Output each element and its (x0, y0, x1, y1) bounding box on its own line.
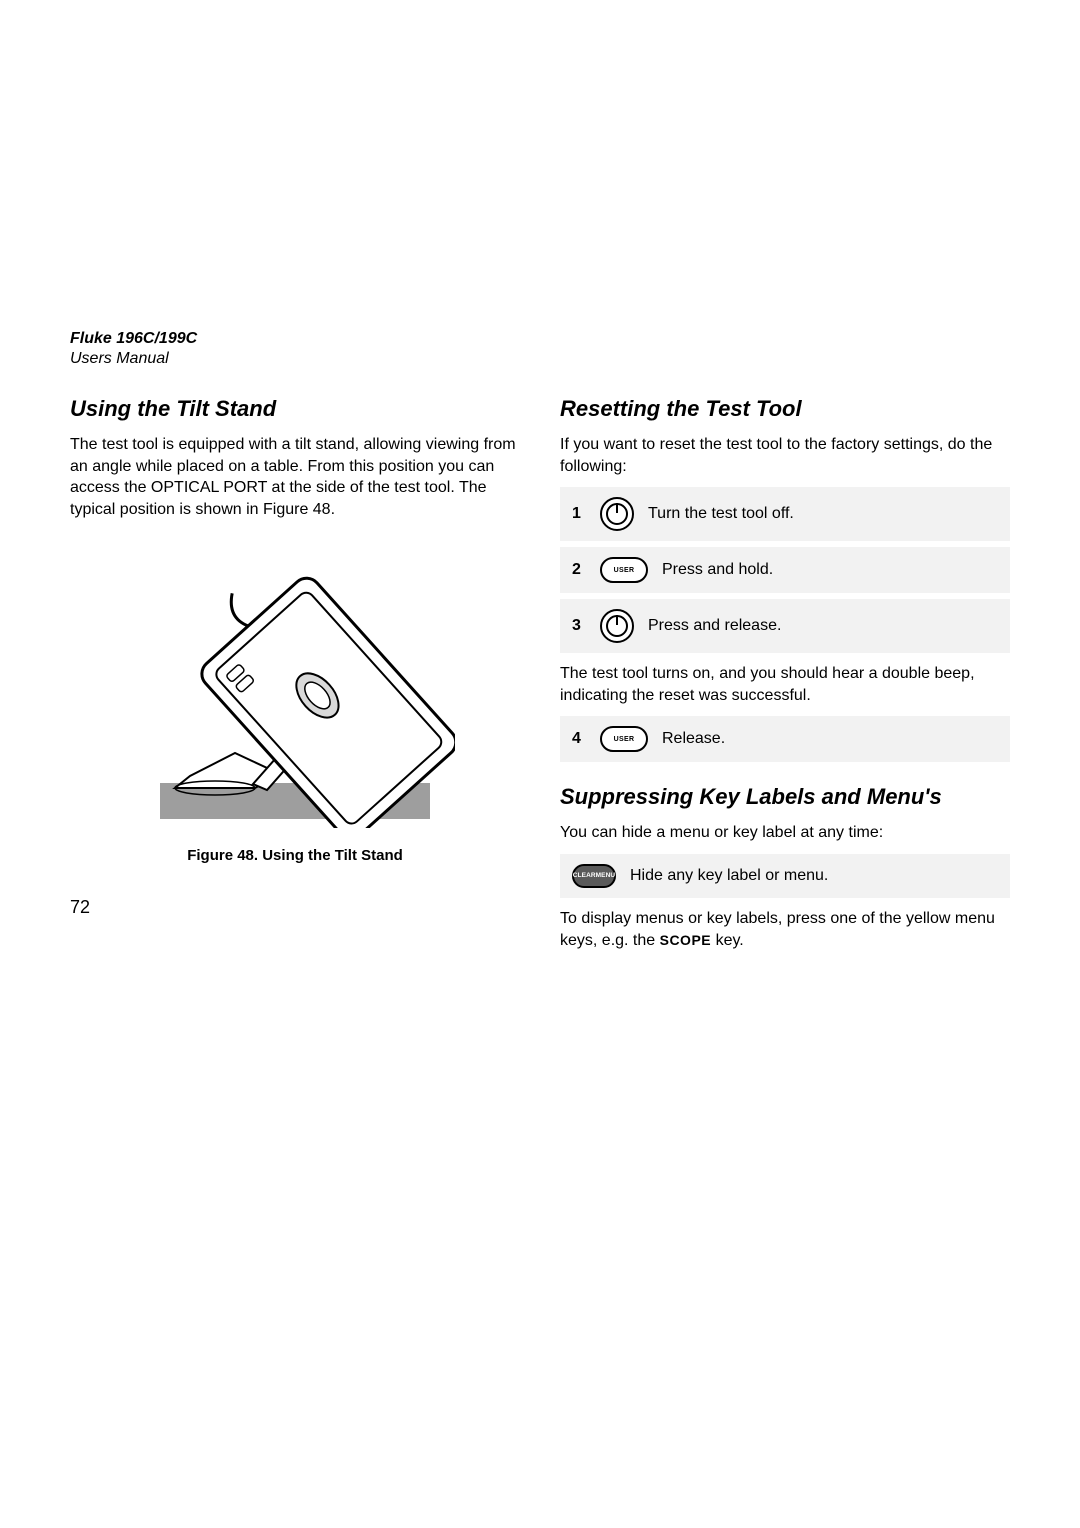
clear-label-top: CLEAR (573, 873, 596, 880)
step-2: 2 USER Press and hold. (560, 547, 1010, 593)
step-number: 1 (572, 505, 586, 523)
heading-tilt-stand: Using the Tilt Stand (70, 396, 520, 422)
manual-page: Fluke 196C/199C Users Manual Using the T… (0, 0, 1080, 1528)
reset-steps: 1 Turn the test tool off. 2 USER Press a… (560, 487, 1010, 653)
para-suppress: You can hide a menu or key label at any … (560, 822, 1010, 844)
clear-menu-row: CLEAR MENU Hide any key label or menu. (560, 854, 1010, 898)
para-reset-intro: If you want to reset the test tool to th… (560, 434, 1010, 477)
step-4: 4 USER Release. (560, 716, 1010, 762)
step-number: 2 (572, 561, 586, 579)
step-1: 1 Turn the test tool off. (560, 487, 1010, 541)
step-text: Release. (662, 730, 725, 748)
outro-a: To display menus or key labels, press on… (560, 910, 995, 949)
right-column: Resetting the Test Tool If you want to r… (560, 396, 1010, 961)
power-button-icon (600, 497, 634, 531)
outro-b: key. (711, 932, 744, 949)
figure-48: Figure 48. Using the Tilt Stand (70, 538, 520, 864)
clear-label-bot: MENU (596, 873, 616, 880)
scope-key-label: SCOPE (660, 932, 712, 948)
step-number: 4 (572, 730, 586, 748)
figure-48-caption: Figure 48. Using the Tilt Stand (70, 847, 520, 864)
para-outro: To display menus or key labels, press on… (560, 908, 1010, 951)
heading-reset: Resetting the Test Tool (560, 396, 1010, 422)
left-column: Using the Tilt Stand The test tool is eq… (70, 396, 520, 961)
user-button-icon: USER (600, 557, 648, 583)
user-button-icon: USER (600, 726, 648, 752)
page-header: Fluke 196C/199C Users Manual (70, 330, 1010, 368)
para-tilt-stand: The test tool is equipped with a tilt st… (70, 434, 520, 520)
content-columns: Using the Tilt Stand The test tool is eq… (70, 396, 1010, 961)
clear-menu-button-icon: CLEAR MENU (572, 864, 616, 888)
step-text: Turn the test tool off. (648, 505, 794, 523)
para-reset-mid: The test tool turns on, and you should h… (560, 663, 1010, 706)
tilt-stand-illustration (135, 538, 455, 828)
product-name: Fluke 196C/199C (70, 330, 1010, 348)
heading-suppress: Suppressing Key Labels and Menu's (560, 784, 1010, 810)
step-number: 3 (572, 617, 586, 635)
clear-menu-text: Hide any key label or menu. (630, 867, 828, 885)
step-3: 3 Press and release. (560, 599, 1010, 653)
power-button-icon (600, 609, 634, 643)
manual-subtitle: Users Manual (70, 350, 1010, 368)
page-number: 72 (70, 897, 90, 918)
step-text: Press and hold. (662, 561, 773, 579)
step-text: Press and release. (648, 617, 781, 635)
